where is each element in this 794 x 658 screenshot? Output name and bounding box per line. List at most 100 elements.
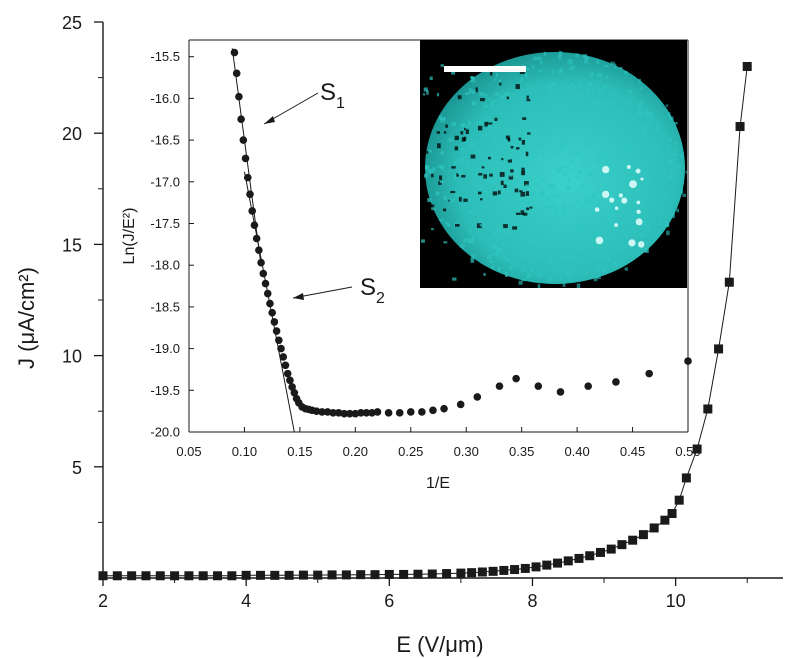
emission-speckle-dot bbox=[622, 221, 627, 225]
inset-data-point bbox=[584, 382, 592, 390]
emission-speckle-dot bbox=[584, 196, 588, 201]
emission-speckle-dot bbox=[666, 230, 670, 236]
emission-speckle-dot bbox=[648, 112, 652, 117]
emission-speckle-dot bbox=[495, 72, 498, 78]
emission-speckle-dot bbox=[577, 169, 581, 175]
inset-data-point bbox=[235, 92, 243, 101]
inset-x-tick-label: 0.20 bbox=[343, 444, 368, 459]
emission-speckle-dot bbox=[491, 168, 494, 173]
emission-speckle-dot bbox=[630, 86, 633, 89]
emission-speckle-dot bbox=[484, 93, 488, 97]
emission-speckle-dot bbox=[570, 82, 574, 86]
emission-speckle-dot bbox=[564, 269, 567, 273]
emission-speckle-dot bbox=[604, 132, 608, 137]
emission-speckle-dot bbox=[645, 233, 650, 236]
emission-speckle-dot bbox=[544, 205, 550, 209]
emission-speckle-dot bbox=[624, 70, 628, 75]
emission-speckle-dot bbox=[550, 247, 554, 250]
emission-speckle-dot bbox=[528, 240, 533, 245]
emission-speckle-dot bbox=[448, 137, 453, 143]
inset-data-point bbox=[429, 406, 437, 415]
emission-speckle-dot bbox=[558, 88, 563, 92]
emission-speckle-dot bbox=[559, 143, 563, 149]
inset-data-point bbox=[257, 258, 265, 267]
emission-speckle-dot bbox=[598, 213, 603, 216]
emission-speckle-dot bbox=[660, 132, 666, 135]
main-data-point bbox=[553, 558, 563, 568]
emission-speckle-dot bbox=[492, 244, 498, 249]
emission-speckle-dot bbox=[593, 99, 598, 103]
emission-speckle-dot bbox=[590, 71, 595, 76]
emission-speckle-dot bbox=[602, 268, 606, 273]
inset-x-tick-label: 0.50 bbox=[675, 444, 700, 459]
emission-speckle-dot bbox=[534, 233, 538, 237]
emission-speckle-dot bbox=[630, 161, 636, 165]
emission-speckle-dot bbox=[525, 225, 530, 230]
emission-speckle-dot bbox=[508, 175, 514, 180]
inset-data-point bbox=[612, 378, 620, 386]
emission-speckle-dot bbox=[573, 85, 578, 88]
emission-speckle-dot bbox=[496, 248, 502, 252]
emission-speckle-dot bbox=[454, 146, 459, 151]
emission-speckle-dot bbox=[637, 125, 643, 129]
emission-speckle-dot bbox=[596, 275, 601, 280]
main-ticks bbox=[94, 21, 748, 586]
inset-y-tick-label: -16.0 bbox=[150, 91, 180, 106]
emission-speckle-dot bbox=[629, 178, 633, 181]
emission-speckle-dot bbox=[429, 76, 433, 80]
emission-speckle-dot bbox=[546, 134, 549, 140]
emission-speckle-dot bbox=[643, 139, 647, 144]
inset-data-point bbox=[288, 383, 296, 391]
emission-speckle-dot bbox=[665, 104, 669, 107]
emission-speckle-dot bbox=[544, 107, 550, 111]
emission-speckle-dot bbox=[568, 279, 573, 282]
emission-speckle-dot bbox=[501, 242, 504, 248]
emission-speckle-dot bbox=[525, 184, 529, 189]
emission-speckle-dot bbox=[605, 132, 609, 135]
emission-speckle-dot bbox=[602, 224, 605, 228]
emission-speckle-dot bbox=[624, 267, 629, 271]
emission-speckle-dot bbox=[680, 153, 683, 158]
main-data-point bbox=[227, 571, 237, 581]
emission-speckle-dot bbox=[488, 156, 491, 160]
emission-speckle-dot bbox=[612, 211, 615, 216]
inset-data-point bbox=[272, 327, 281, 335]
emission-speckle-dot bbox=[566, 165, 570, 170]
emission-speckle-dot bbox=[668, 160, 674, 165]
emission-speckle-dot bbox=[440, 151, 444, 156]
emission-speckle-dot bbox=[454, 161, 457, 165]
inset-data-point bbox=[406, 408, 415, 416]
emission-speckle-dot bbox=[470, 79, 476, 83]
emission-speckle-dot bbox=[647, 226, 650, 232]
emission-speckle-dot bbox=[492, 191, 498, 196]
emission-speckle-dot bbox=[602, 188, 606, 193]
emission-speckle-dot bbox=[461, 174, 466, 178]
main-data-point bbox=[370, 570, 380, 580]
emission-speckle-dot bbox=[595, 101, 600, 106]
emission-speckle-dot bbox=[561, 169, 564, 173]
emission-speckle-dot bbox=[582, 96, 585, 99]
emission-speckle-dot bbox=[443, 131, 447, 134]
emission-speckle-dot bbox=[493, 182, 496, 186]
main-x-tick-label: 8 bbox=[527, 591, 537, 611]
main-data-point bbox=[456, 568, 466, 578]
emission-speckle-dot bbox=[585, 185, 590, 188]
emission-speckle-dot bbox=[487, 254, 493, 260]
inset-data-point bbox=[373, 408, 382, 416]
emission-speckle-dot bbox=[465, 129, 469, 134]
inset-x-tick-label: 0.35 bbox=[509, 444, 534, 459]
emission-speckle-dot bbox=[479, 218, 483, 224]
emission-speckle-dot bbox=[457, 95, 462, 100]
emission-speckle-dot bbox=[507, 158, 512, 163]
main-data-point bbox=[742, 61, 752, 71]
emission-speckle-dot bbox=[563, 87, 567, 90]
emission-speckle-dot bbox=[515, 147, 520, 150]
main-data-point bbox=[735, 122, 745, 132]
emission-speckle-dot bbox=[431, 173, 434, 178]
emission-speckle-dot bbox=[525, 67, 530, 71]
emission-speckle-dot bbox=[423, 87, 428, 92]
emission-speckle-dot bbox=[480, 198, 483, 201]
emission-speckle-dot bbox=[535, 163, 538, 167]
emission-speckle-dot bbox=[454, 223, 460, 227]
emission-speckle-dot bbox=[602, 123, 606, 127]
